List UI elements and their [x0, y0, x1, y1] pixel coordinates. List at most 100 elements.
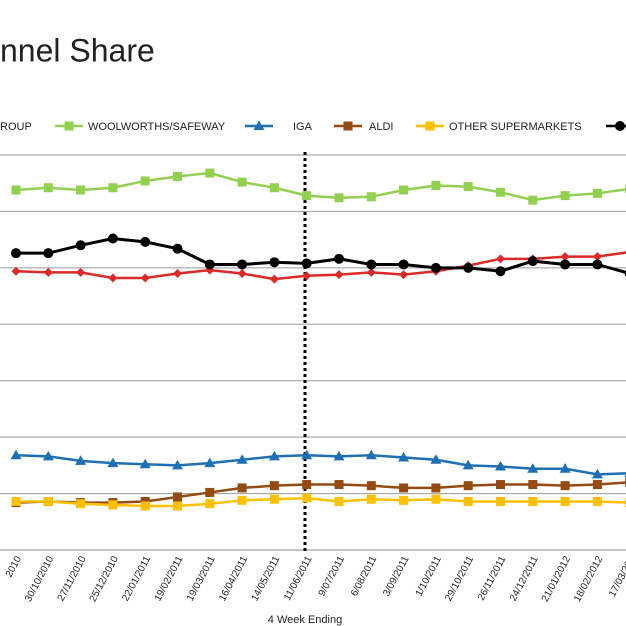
marker: [366, 192, 376, 202]
x-tick-label: 11/06/2011: [282, 554, 315, 602]
x-tick-label: 19/02/2011: [153, 554, 186, 603]
marker: [107, 233, 118, 244]
legend-label: OTHER SUPERMARKETS: [449, 121, 582, 133]
marker: [462, 459, 474, 470]
marker: [11, 248, 21, 259]
marker: [463, 481, 473, 491]
marker: [301, 449, 313, 460]
marker: [237, 269, 247, 278]
marker: [366, 481, 376, 491]
marker: [140, 273, 150, 283]
marker: [528, 480, 538, 490]
marker: [334, 496, 344, 506]
grid: [0, 154, 626, 551]
marker: [463, 496, 473, 506]
marker: [43, 496, 53, 506]
marker: [431, 180, 441, 190]
marker: [399, 495, 409, 505]
marker: [11, 266, 21, 276]
marker: [173, 501, 182, 511]
marker: [334, 270, 344, 280]
marker: [591, 468, 603, 479]
marker: [592, 252, 602, 262]
marker: [560, 481, 570, 491]
legend-label: IGA: [293, 121, 313, 133]
marker: [42, 450, 54, 461]
marker: [560, 252, 570, 262]
marker: [237, 483, 247, 493]
series-line: [15, 453, 626, 476]
x-axis-label: 4 Week Ending: [268, 614, 342, 626]
legend: ROUP WOOLWORTHS/SAFEWAY IGA ALDI OTHER SUPER…: [0, 120, 626, 133]
x-tick-label: 17/03/201: [607, 554, 626, 599]
marker: [431, 483, 441, 493]
marker: [495, 460, 506, 471]
marker: [301, 258, 312, 269]
marker: [343, 121, 353, 131]
marker: [334, 193, 344, 203]
marker: [172, 243, 183, 254]
marker: [399, 483, 409, 493]
marker: [140, 496, 150, 506]
marker: [463, 182, 473, 192]
marker: [10, 449, 22, 460]
marker: [527, 256, 538, 267]
marker: [140, 176, 150, 186]
marker: [173, 171, 182, 181]
marker: [399, 185, 409, 195]
marker: [496, 496, 505, 506]
marker: [559, 463, 571, 473]
marker: [236, 454, 248, 464]
marker: [43, 267, 53, 277]
marker: [173, 269, 182, 278]
marker: [173, 492, 182, 502]
marker: [365, 449, 377, 460]
x-tick-label: 22/01/2011: [120, 554, 153, 603]
series-line: [15, 251, 626, 281]
x-tick-label: 16/04/2011: [217, 554, 250, 603]
marker: [430, 262, 441, 273]
marker: [528, 496, 538, 506]
x-tick-label: 27/11/2010: [56, 554, 89, 603]
marker: [496, 187, 505, 197]
marker: [560, 191, 570, 201]
marker: [527, 463, 539, 473]
marker: [398, 259, 409, 270]
marker: [237, 259, 248, 270]
marker: [140, 236, 151, 247]
marker: [76, 185, 86, 195]
marker: [108, 273, 118, 283]
marker: [253, 120, 265, 130]
marker: [399, 270, 409, 280]
marker: [76, 267, 86, 277]
marker: [398, 451, 410, 462]
marker: [592, 259, 603, 270]
marker: [425, 121, 435, 131]
marker: [334, 253, 344, 264]
series-line: [15, 171, 626, 202]
marker: [172, 459, 183, 470]
marker: [560, 259, 571, 270]
legend-label: ALDI: [369, 121, 393, 133]
marker: [302, 191, 312, 201]
x-tick-label: 29/10/2011: [443, 554, 476, 603]
marker: [334, 480, 344, 490]
marker: [463, 262, 474, 273]
marker: [592, 496, 602, 506]
x-tick-label: 6/08/2011: [349, 554, 379, 598]
x-tick-label: 14/05/2011: [250, 554, 283, 603]
chart-title: nnel Share: [0, 32, 155, 68]
marker: [204, 259, 215, 270]
x-axis: 2010 30/10/2010 27/11/2010 25/12/2010 22/01/…: [4, 554, 626, 604]
marker: [302, 480, 312, 490]
x-tick-label: 3/09/2011: [381, 554, 411, 598]
x-tick-label: 30/10/2010: [23, 554, 56, 604]
legend-label: WOOLWORTHS/SAFEWAY: [88, 121, 226, 133]
x-tick-label: 18/02/2012: [572, 554, 605, 604]
marker: [592, 480, 602, 490]
marker: [205, 168, 215, 178]
marker: [496, 254, 505, 264]
marker: [205, 487, 215, 497]
x-tick-label: 19/03/2011: [185, 554, 218, 603]
marker: [302, 493, 312, 503]
